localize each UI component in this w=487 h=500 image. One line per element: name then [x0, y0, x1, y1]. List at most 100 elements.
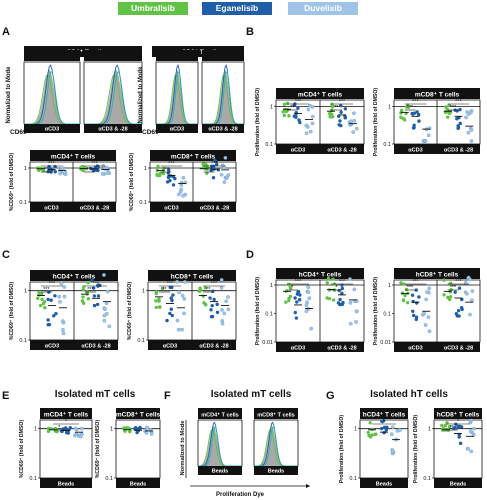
- data-point: [203, 286, 208, 290]
- histogram-xlabel-bar: [24, 124, 80, 133]
- data-point: [443, 424, 447, 428]
- data-point: [67, 428, 71, 432]
- data-point: [46, 429, 51, 434]
- panel-header-bar: [30, 270, 118, 281]
- data-point: [214, 160, 218, 164]
- significance-stars: ***: [295, 279, 302, 285]
- data-point: [173, 176, 177, 181]
- data-point: [306, 290, 311, 295]
- data-point: [411, 126, 416, 130]
- f-xlabel-proliferation: Proliferation Dye: [216, 492, 265, 498]
- data-point: [282, 113, 287, 118]
- significance-stars: ***: [91, 161, 98, 167]
- data-point: [384, 425, 388, 430]
- data-point: [61, 328, 65, 332]
- data-point: [211, 176, 216, 180]
- category-bar: [73, 202, 116, 212]
- data-point: [348, 277, 352, 281]
- panel-label-b: B: [246, 26, 254, 38]
- data-point: [46, 297, 50, 302]
- data-point: [91, 286, 96, 290]
- data-point: [404, 105, 409, 109]
- data-point: [384, 428, 389, 432]
- significance-stars: ***: [339, 279, 346, 285]
- data-point: [166, 168, 171, 172]
- data-point: [157, 297, 161, 301]
- significance-stars: ***: [163, 167, 170, 173]
- category-label: αCD3: [44, 206, 58, 212]
- y-tick-label: 0.1: [349, 476, 357, 482]
- data-point: [156, 164, 160, 169]
- significance-stars: ***: [211, 281, 218, 287]
- data-point: [414, 317, 419, 322]
- data-point: [339, 103, 343, 108]
- panel-header-title: hCD4⁺ T cells: [363, 412, 406, 419]
- data-point: [354, 320, 358, 324]
- data-point: [219, 278, 224, 282]
- data-point: [63, 170, 68, 175]
- panel-label-a: A: [2, 26, 10, 38]
- data-point: [472, 426, 476, 431]
- data-point: [105, 171, 110, 175]
- data-point: [411, 309, 415, 313]
- data-point: [182, 280, 187, 284]
- histogram-xlabel-bar: [84, 124, 142, 133]
- data-point: [209, 308, 213, 312]
- data-point: [103, 307, 107, 312]
- category-bar: [74, 340, 118, 350]
- data-point: [417, 119, 421, 123]
- category-label: αCD3: [408, 346, 422, 352]
- significance-stars: ***: [407, 105, 414, 111]
- a-xlabel-cd69: CD69: [10, 129, 27, 136]
- significance-stars: ***: [43, 287, 50, 293]
- category-bar: [193, 202, 236, 212]
- data-point: [181, 193, 185, 198]
- data-point: [59, 281, 64, 286]
- histogram-header-title: mCD8⁺ T cells: [257, 412, 294, 419]
- data-point: [457, 115, 461, 120]
- histogram-xlabel: αCD3: [45, 127, 59, 133]
- data-point: [343, 107, 348, 111]
- panel-header-bar: [276, 268, 364, 279]
- significance-stars: *: [383, 419, 386, 425]
- data-point: [223, 155, 228, 160]
- data-point: [170, 313, 174, 318]
- data-point: [201, 162, 205, 166]
- data-point: [282, 102, 287, 106]
- data-point: [226, 173, 231, 177]
- data-point: [422, 311, 427, 316]
- data-point: [397, 428, 402, 433]
- data-point: [458, 121, 462, 126]
- significance-stars: *: [457, 419, 460, 425]
- significance-stars: ***: [339, 99, 346, 105]
- data-point: [171, 183, 176, 187]
- category-bar: [116, 478, 160, 488]
- data-point: [382, 431, 386, 435]
- data-point: [410, 293, 415, 297]
- histogram-dmso-fill: [84, 69, 142, 124]
- data-point: [470, 289, 475, 293]
- y-tick-label: 0.01: [262, 340, 273, 346]
- data-point: [145, 426, 150, 430]
- data-point: [82, 285, 86, 289]
- data-point: [446, 115, 450, 119]
- a-xlabel-cd69-2: CD69: [142, 129, 159, 136]
- data-point: [468, 312, 472, 317]
- y-tick-label: 0.1: [139, 200, 147, 206]
- y-tick-label: 1: [24, 289, 27, 295]
- data-point: [226, 295, 230, 299]
- data-point: [415, 110, 419, 114]
- panel-label-f: F: [164, 390, 171, 402]
- significance-stars: ***: [211, 161, 218, 167]
- data-point: [466, 112, 471, 116]
- data-point: [423, 139, 428, 143]
- category-label: Beads: [58, 482, 75, 488]
- category-label: αCD3 & -28: [444, 346, 473, 352]
- significance-stars: ***: [450, 105, 457, 111]
- data-point: [400, 291, 405, 295]
- data-point: [220, 308, 224, 312]
- data-point: [309, 326, 314, 331]
- panel-header-title: hCD4⁺ T cells: [299, 272, 342, 279]
- category-label: αCD3: [164, 206, 178, 212]
- data-point: [455, 314, 459, 318]
